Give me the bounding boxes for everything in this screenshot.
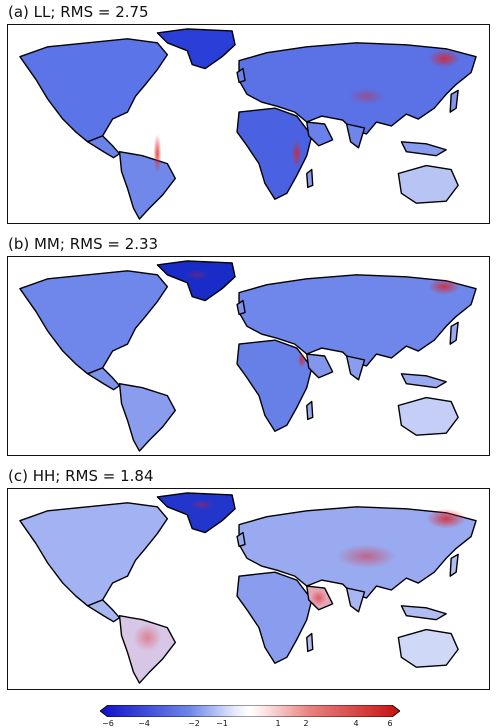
madagascar-land: [306, 168, 314, 189]
colorbar-tick-label: 6: [387, 719, 393, 728]
panel-c-hotspots: [133, 499, 467, 652]
uk-land: [236, 531, 246, 548]
arabia-land: [306, 121, 334, 147]
japan-land: [449, 321, 459, 345]
south-america-land: [118, 151, 177, 220]
uk-land: [236, 67, 246, 84]
africa-land: [236, 571, 313, 664]
greenland-land: [156, 260, 236, 302]
madagascar-land: [306, 632, 314, 653]
japan-land: [449, 553, 459, 577]
colorbar-fill: [100, 705, 400, 717]
panel-b-map: [7, 256, 490, 456]
arabia-land: [306, 353, 334, 379]
europe-asia-land: [238, 274, 477, 367]
panel-c-map: [7, 488, 490, 690]
panel-a-map: [7, 24, 490, 224]
colorbar-tick-label: 4: [353, 719, 359, 728]
panel-a-hotspots: [153, 49, 461, 174]
australia-land: [397, 628, 459, 668]
india-land: [345, 355, 366, 381]
colorbar-tick-label: −6: [102, 719, 114, 728]
greenland-land: [156, 492, 236, 534]
india-land: [345, 587, 366, 613]
colorbar-tick-label: 2: [303, 719, 309, 728]
panel-c-title: (c) HH; RMS = 1.84: [8, 467, 154, 485]
africa-land: [236, 107, 313, 200]
indonesia-land: [400, 605, 447, 621]
panel-a-title: (a) LL; RMS = 2.75: [8, 3, 149, 21]
colorbar-tick-label: 1: [275, 719, 281, 728]
greenland-land: [156, 28, 236, 70]
uk-land: [236, 299, 246, 316]
colorbar-tick-label: −2: [188, 719, 200, 728]
japan-land: [449, 89, 459, 113]
panel-b-map-svg: [19, 260, 477, 452]
colorbar: [100, 705, 400, 717]
north-america-land: [19, 270, 169, 375]
indonesia-land: [400, 141, 447, 157]
colorbar-tick-label: −1: [216, 719, 228, 728]
south-america-land: [118, 383, 177, 452]
australia-land: [397, 396, 459, 436]
europe-asia-land: [238, 42, 477, 135]
panel-c-map-svg: [19, 492, 477, 684]
africa-land: [236, 339, 313, 432]
australia-land: [397, 164, 459, 204]
panel-b-hotspots: [185, 269, 461, 368]
india-land: [345, 123, 366, 149]
north-america-land: [19, 502, 169, 607]
panel-a-map-svg: [19, 28, 477, 220]
colorbar-tick-label: −4: [138, 719, 150, 728]
madagascar-land: [306, 400, 314, 421]
north-america-land: [19, 38, 169, 143]
panel-b-title: (b) MM; RMS = 2.33: [8, 235, 159, 253]
indonesia-land: [400, 373, 447, 389]
